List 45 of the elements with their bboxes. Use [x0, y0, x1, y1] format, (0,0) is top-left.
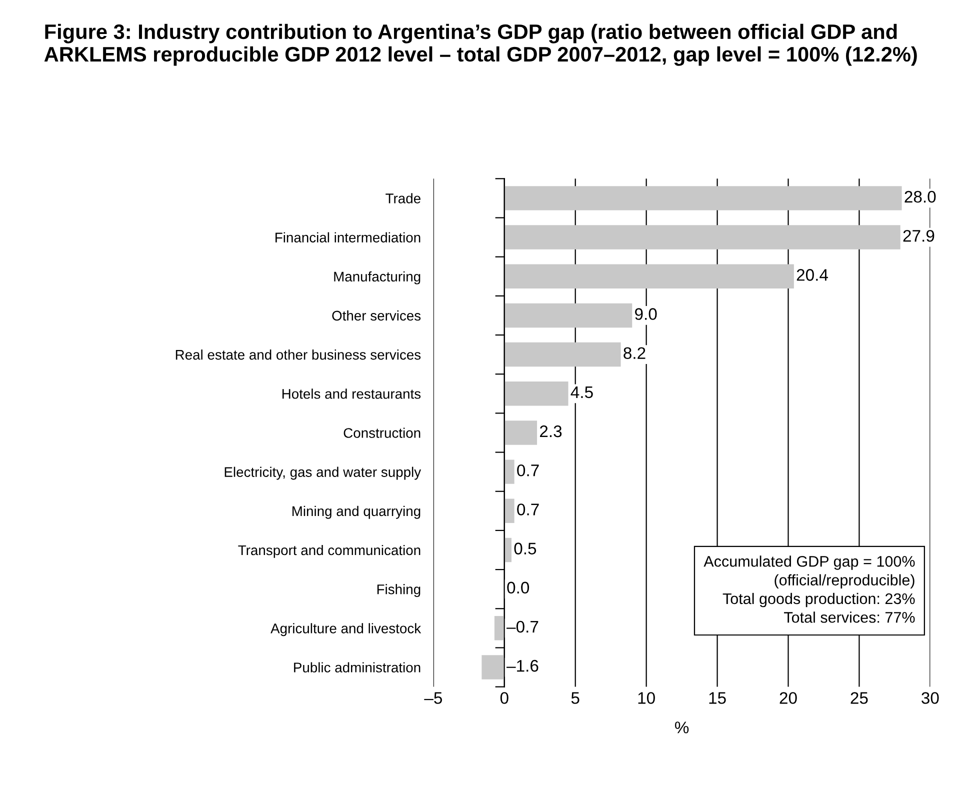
x-tick-label: 15 [709, 692, 726, 704]
x-tick-label: 25 [850, 692, 868, 704]
x-tick-label: 0 [500, 692, 508, 704]
bar [504, 538, 512, 562]
data-label: 2.3 [540, 425, 562, 438]
data-label: 0.7 [517, 464, 539, 476]
y-tick-label: Electricity, gas and water supply [224, 466, 422, 480]
data-label: 9.0 [635, 308, 657, 320]
data-label: 4.5 [570, 386, 593, 398]
y-tick-label: Fishing [377, 584, 420, 597]
bar [494, 616, 504, 640]
data-label: –0.7 [506, 620, 538, 633]
bar [504, 382, 568, 406]
bar [504, 342, 621, 367]
data-label: 8.2 [624, 347, 646, 360]
data-label: 0.7 [517, 504, 539, 516]
y-tick-label: Financial intermediation [276, 232, 420, 242]
y-tick-label: Construction [344, 428, 420, 438]
y-tick-label: Manufacturing [334, 271, 420, 284]
y-tick-label: Trade [386, 193, 420, 204]
y-tick-label: Mining and quarrying [292, 506, 420, 519]
annotation: Accumulated GDP gap = 100% (official/reproducible) Total goods production: 23% Total services: 77% [704, 556, 915, 623]
data-label: 0.5 [514, 542, 536, 554]
x-tick-label: –5 [424, 692, 442, 704]
y-tick-label: Hotels and restaurants [282, 388, 421, 399]
bar [482, 655, 504, 680]
bar [504, 303, 632, 328]
chart-title: Figure 3: Industry contribution to Argentina’s GDP gap (ratio between official GDP and ARKLEMS reproducible GDP 2012 level – total GDP 2007–2012, gap level = 100% (12.2%) [44, 24, 917, 66]
x-tick-label: 30 [922, 692, 939, 704]
y-tick-label: Transport and communication [238, 544, 420, 558]
y-tick-label: Public administration [294, 662, 420, 672]
x-tick-label: 20 [780, 692, 797, 704]
x-tick-label: 10 [638, 692, 655, 704]
x-axis-title: % [674, 722, 689, 734]
x-tick-label: 5 [571, 692, 580, 704]
bar [504, 225, 900, 250]
data-label: 27.9 [903, 230, 934, 242]
y-tick-label: Real estate and other business services [176, 350, 421, 360]
y-tick-label: Agriculture and livestock [270, 623, 422, 636]
data-label: 28.0 [904, 190, 936, 203]
bar [504, 186, 902, 210]
y-tick-label: Other services [332, 310, 421, 321]
data-label: 0.0 [507, 582, 530, 594]
data-label: –1.6 [506, 660, 538, 672]
data-label: 20.4 [796, 269, 828, 281]
